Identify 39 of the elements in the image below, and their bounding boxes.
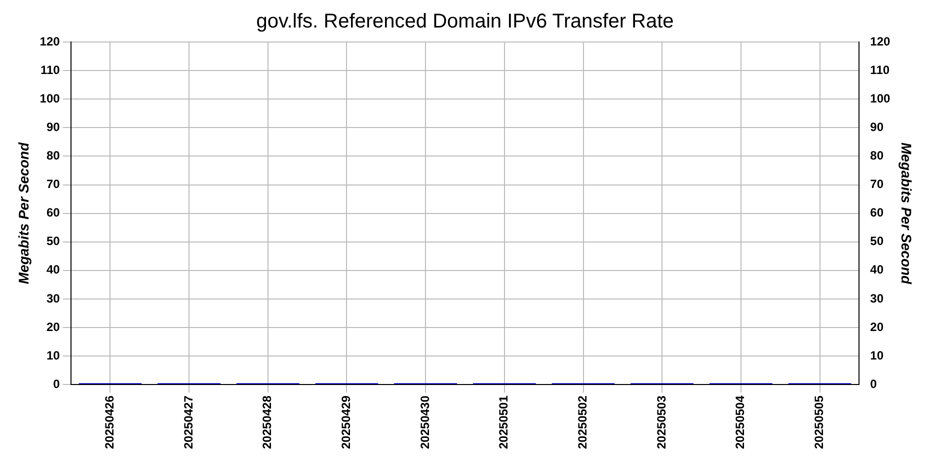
y-tick-label: 70 (46, 177, 60, 192)
y-tick-label: 110 (40, 62, 60, 77)
x-tick-label: 20250504 (733, 395, 748, 449)
y-tick-label: 50 (46, 234, 60, 248)
x-tick-label: 20250429 (339, 395, 354, 449)
y-tick-label: 20 (46, 320, 60, 334)
y2-tick-label: 90 (870, 120, 884, 134)
y-tick-label: 60 (46, 206, 60, 220)
x-tick-label: 20250430 (418, 395, 432, 449)
x-tick-label: 20250503 (654, 395, 668, 449)
x-tick-label: 20250505 (812, 395, 826, 449)
y2-tick-label: 30 (870, 291, 884, 306)
y-tick-label: 80 (46, 148, 60, 163)
x-tick-label: 20250502 (576, 395, 590, 449)
y2-axis-title: Megabits Per Second (898, 142, 915, 285)
y-axis-title: Megabits Per Second (15, 142, 32, 284)
x-tick-label: 20250501 (496, 395, 511, 449)
y-tick-label: 10 (46, 348, 60, 362)
chart-title: gov.lfs. Referenced Domain IPv6 Transfer Rate (256, 10, 674, 33)
y2-tick-label: 0 (870, 376, 878, 391)
y-tick-label: 0 (53, 376, 60, 391)
y2-tick-label: 100 (870, 91, 891, 106)
y2-tick-label: 110 (870, 62, 890, 77)
y2-tick-label: 50 (870, 234, 884, 248)
y2-tick-label: 80 (870, 148, 884, 163)
y2-tick-label: 10 (870, 348, 884, 362)
y2-tick-label: 40 (870, 262, 884, 277)
y-tick-label: 30 (46, 291, 60, 306)
y-tick-label: 40 (46, 262, 60, 277)
y2-tick-label: 60 (870, 206, 884, 220)
y-tick-label: 120 (40, 34, 60, 48)
x-tick-label: 20250427 (181, 395, 196, 449)
y-tick-label: 100 (40, 91, 60, 106)
y-tick-label: 90 (46, 120, 60, 134)
y2-tick-label: 70 (870, 177, 884, 192)
y2-tick-label: 120 (870, 34, 891, 48)
x-tick-label: 20250428 (260, 395, 274, 449)
x-tick-label: 20250426 (102, 395, 117, 449)
y2-tick-label: 20 (870, 320, 884, 334)
